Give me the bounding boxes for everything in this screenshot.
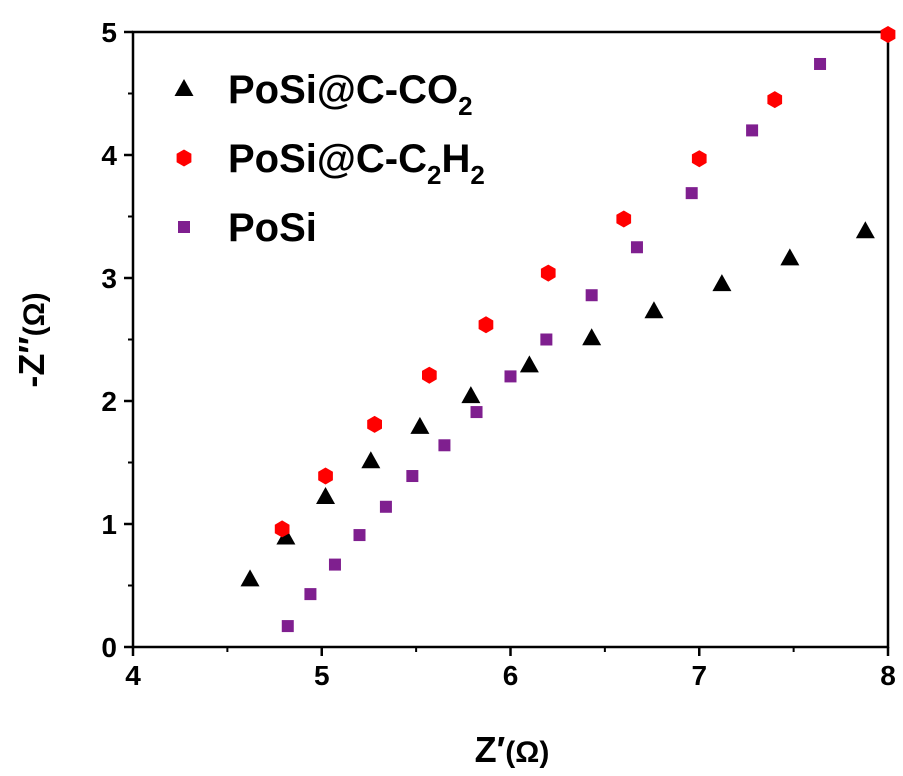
data-point	[276, 527, 296, 545]
y-tick-label: 2	[101, 386, 117, 417]
data-point	[281, 620, 294, 633]
y-axis: 0 1 2 3 4 5	[101, 17, 133, 663]
legend-entry: PoSi@C-C2H2	[176, 137, 485, 190]
data-point	[274, 520, 290, 538]
data-point	[616, 210, 632, 228]
y-axis-title-unit: (Ω)	[18, 292, 51, 336]
x-axis-title-prime: ′	[497, 729, 506, 770]
x-tick-label: 6	[503, 660, 519, 691]
data-point	[767, 91, 783, 109]
legend-label-text: PoSi@C-CO	[228, 68, 458, 112]
y-axis-title: -Z″(Ω)	[11, 292, 52, 387]
legend-label-subscript: 2	[470, 160, 484, 190]
legend-entry: PoSi@C-CO2	[174, 68, 473, 121]
data-point	[685, 187, 698, 200]
data-point	[367, 415, 382, 433]
x-tick-label: 8	[880, 660, 896, 691]
data-point	[379, 500, 392, 513]
plot-frame	[131, 30, 890, 649]
x-axis-title-unit: (Ω)	[505, 736, 549, 769]
series-1	[240, 221, 875, 587]
y-tick-label: 5	[101, 17, 117, 48]
data-point	[780, 248, 800, 266]
data-point	[585, 289, 598, 302]
data-point	[478, 316, 494, 334]
data-point	[540, 264, 556, 282]
legend-label-text: PoSi	[228, 206, 317, 250]
data-point	[410, 416, 430, 434]
x-tick-label: 4	[125, 660, 141, 691]
data-point	[438, 439, 451, 452]
data-point	[855, 221, 875, 239]
legend-entry: PoSi	[178, 206, 317, 250]
data-point	[712, 274, 732, 292]
legend-label-subscript: 2	[458, 91, 472, 121]
plot-area	[131, 30, 890, 649]
series-2	[274, 26, 896, 538]
data-point	[470, 406, 483, 419]
data-point	[814, 57, 827, 70]
legend-label-text: PoSi@C-C	[228, 137, 427, 181]
data-point	[461, 386, 481, 404]
data-point	[880, 26, 896, 43]
x-axis: 4 5 6 7 8	[125, 647, 896, 691]
y-tick-label: 3	[101, 263, 117, 294]
data-point	[304, 588, 317, 601]
data-point	[630, 241, 643, 254]
y-tick-label: 1	[101, 509, 117, 540]
x-tick-label: 5	[314, 660, 330, 691]
legend-marker	[176, 149, 192, 167]
data-point	[644, 301, 664, 319]
legend-marker	[174, 79, 194, 96]
x-axis-title: Z′(Ω)	[475, 729, 550, 770]
data-point	[353, 529, 366, 542]
legend-label-text: H	[441, 137, 470, 181]
data-point	[328, 558, 341, 571]
legend-label: PoSi@C-CO2	[228, 68, 473, 121]
x-axis-title-main: Z	[475, 729, 497, 770]
y-tick-label: 4	[101, 140, 117, 171]
data-point	[746, 124, 759, 137]
data-point	[361, 451, 381, 469]
data-point	[240, 569, 260, 587]
data-point	[582, 328, 602, 346]
y-axis-title-main: -Z	[11, 354, 52, 388]
data-point	[519, 355, 539, 373]
y-tick-label: 0	[101, 632, 117, 663]
y-axis-title-prime: ″	[11, 336, 52, 353]
data-point	[540, 333, 553, 346]
x-tick-label: 7	[691, 660, 707, 691]
data-point	[406, 470, 419, 483]
series-layer	[240, 26, 896, 633]
legend-label: PoSi	[228, 206, 317, 250]
data-point	[691, 150, 707, 168]
data-point	[318, 467, 333, 485]
data-point	[422, 366, 437, 384]
data-point	[316, 486, 336, 504]
legend-label: PoSi@C-C2H2	[228, 137, 485, 190]
legend-label-subscript: 2	[427, 160, 441, 190]
data-point	[504, 370, 517, 383]
series-3	[281, 57, 827, 633]
legend-marker	[178, 221, 190, 233]
